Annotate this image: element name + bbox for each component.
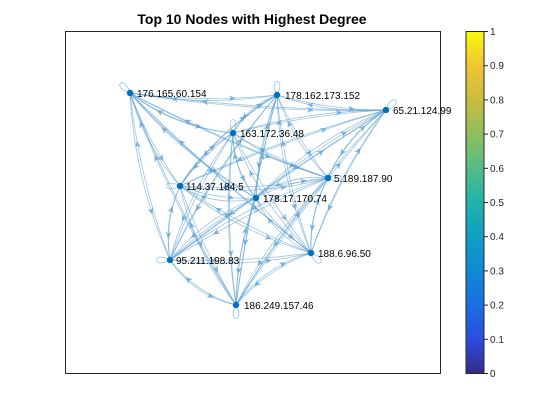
graph-node-label: 163.172.36.48 [240, 129, 304, 140]
colorbar-tick-label: 0.3 [490, 266, 504, 277]
graph-node [233, 302, 239, 308]
colorbar-tick-label: 1 [490, 27, 496, 38]
graph-node-label: 178.17.170.74 [263, 194, 327, 205]
colorbar-tick-label: 0.8 [490, 95, 504, 106]
graph-node-label: 65.21.124.99 [393, 106, 452, 117]
graph-node [127, 90, 133, 96]
colorbar-ticks: 0 0.1 0.2 0.3 0.4 0.5 0.6 0.7 0.8 0.9 1 [484, 27, 504, 380]
colorbar-tick-label: 0.1 [490, 335, 504, 346]
colorbar-tick-label: 0.2 [490, 301, 504, 312]
graph-node [308, 250, 314, 256]
colorbar-gradient [466, 32, 484, 374]
colorbar-tick-label: 0.7 [490, 130, 504, 141]
graph-node [325, 175, 331, 181]
colorbar-tick-label: 0.6 [490, 164, 504, 175]
graph-node-label: 178.162.173.152 [285, 91, 361, 102]
graph-node [230, 130, 236, 136]
graph-node-label: 5.189.187.90 [334, 174, 393, 185]
graph-node-label: 186.249.157.46 [244, 301, 314, 312]
colorbar-tick-label: 0.9 [490, 61, 504, 72]
graph-node-label: 176.165.60.154 [137, 89, 207, 100]
graph-node-label: 114.37.184.5 [186, 182, 244, 193]
graph-node [177, 183, 183, 189]
colorbar-tick-label: 0 [490, 369, 496, 380]
graph-node-label: 95.211.198.83 [176, 256, 240, 267]
figure-title: Top 10 Nodes with Highest Degree [137, 11, 366, 27]
graph-node [167, 257, 173, 263]
graph-node [383, 107, 389, 113]
colorbar-tick-label: 0.5 [490, 198, 504, 209]
graph-node [253, 195, 259, 201]
graph-node [274, 92, 280, 98]
colorbar: 0 0.1 0.2 0.3 0.4 0.5 0.6 0.7 0.8 0.9 1 [466, 27, 504, 380]
graph-node-label: 188.6.96.50 [318, 249, 371, 260]
colorbar-tick-label: 0.4 [490, 232, 504, 243]
